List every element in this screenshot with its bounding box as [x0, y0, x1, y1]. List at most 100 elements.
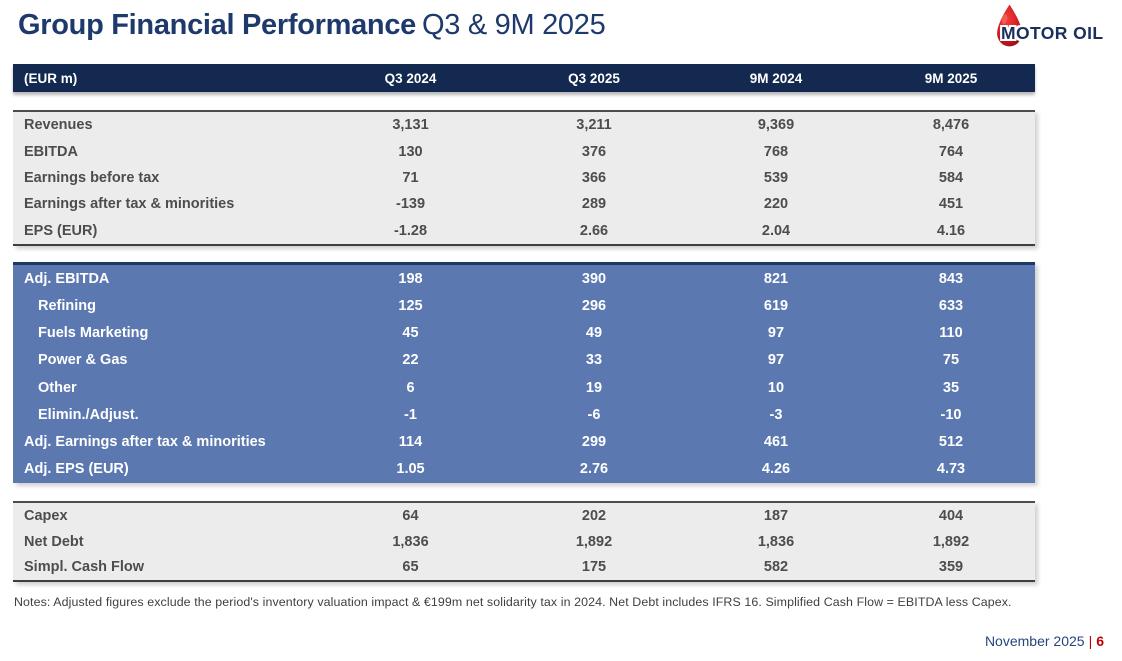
row-value: 22: [402, 352, 419, 369]
row-value: -3: [769, 406, 783, 423]
row-value: 764: [938, 143, 964, 160]
row-value: -10: [940, 406, 962, 423]
table-row-revenues: Revenues 3,131 3,211 9,369 8,476: [13, 112, 1035, 138]
page-title-period: Q3 & 9M 2025: [422, 9, 606, 41]
row-value: 49: [585, 325, 603, 342]
row-value: 2.66: [579, 222, 609, 239]
adjusted-figures-section: Adj. EBITDA 198 390 821 843 Refining 125…: [13, 262, 1035, 483]
row-value: -1: [404, 406, 417, 423]
row-value: 110: [939, 325, 963, 342]
row-value: 461: [763, 434, 789, 451]
row-value: 3,131: [392, 117, 429, 134]
row-value: 9,369: [757, 117, 795, 134]
row-label: Fuels Marketing: [38, 325, 149, 342]
row-label: Power & Gas: [38, 352, 128, 369]
column-header-9m-2025: 9M 2025: [924, 70, 978, 86]
table-row-earnings-after-tax: Earnings after tax & minorities -139 289…: [13, 191, 1035, 217]
row-value: 404: [938, 507, 964, 524]
table-row-power-gas: Power & Gas 22 33 97 75: [13, 347, 1035, 374]
footnotes: Notes: Adjusted figures exclude the peri…: [14, 595, 1012, 609]
table-row-other: Other 6 19 10 35: [13, 374, 1035, 401]
row-value: 97: [767, 352, 785, 369]
table-header-unit: (EUR m): [24, 70, 78, 86]
row-value: 1,892: [575, 533, 613, 550]
row-value: 2.04: [761, 222, 791, 239]
table-row-ebitda: EBITDA 130 376 768 764: [13, 138, 1035, 164]
table-header-row: (EUR m) Q3 2024 Q3 2025 9M 2024 9M 2025: [13, 64, 1035, 92]
row-value: 582: [763, 559, 789, 576]
row-value: 299: [581, 434, 607, 451]
row-value: 366: [581, 170, 607, 187]
row-value: 198: [398, 270, 423, 287]
row-value: 175: [581, 559, 607, 576]
column-header-q3-2024: Q3 2024: [384, 70, 437, 86]
table-row-simpl-cash-flow: Simpl. Cash Flow 65 175 582 359: [13, 554, 1035, 580]
row-value: 539: [763, 170, 789, 187]
logo-wordmark: MOTOR OIL: [1001, 23, 1104, 43]
row-value: 125: [398, 297, 423, 314]
row-value: 376: [581, 143, 607, 160]
row-value: 512: [938, 434, 964, 451]
row-label: EPS (EUR): [24, 222, 98, 239]
table-row-adj-earnings-after-tax: Adj. Earnings after tax & minorities 114…: [13, 429, 1035, 456]
row-label: Revenues: [24, 117, 93, 134]
row-value: 6: [406, 379, 415, 396]
row-label: Adj. EPS (EUR): [24, 461, 129, 478]
row-value: 97: [767, 325, 785, 342]
row-value: 114: [398, 434, 423, 451]
row-value: 10: [767, 379, 785, 396]
row-label: Earnings before tax: [24, 170, 160, 187]
row-value: 768: [763, 143, 789, 160]
oil-drop-icon: [997, 4, 1022, 47]
row-value: 2.76: [579, 461, 609, 478]
row-value: 843: [938, 270, 964, 287]
row-value: 451: [938, 196, 964, 213]
column-header-9m-2024: 9M 2024: [749, 70, 803, 86]
row-value: 4.16: [936, 222, 966, 239]
capex-debt-section: Capex 64 202 187 404 Net Debt 1,836 1,89…: [13, 501, 1035, 582]
row-value: 4.26: [761, 461, 791, 478]
row-value: 202: [581, 507, 607, 524]
row-value: 8,476: [932, 117, 970, 134]
row-value: 65: [402, 559, 419, 576]
row-value: 75: [942, 352, 960, 369]
row-value: 187: [763, 507, 789, 524]
row-value: 1,836: [757, 533, 795, 550]
table-row-earnings-before-tax: Earnings before tax 71 366 539 584: [13, 165, 1035, 191]
row-label: Other: [38, 379, 77, 396]
row-label: Adj. Earnings after tax & minorities: [24, 434, 266, 451]
row-label: Simpl. Cash Flow: [24, 559, 145, 576]
footer-separator: |: [1088, 633, 1093, 649]
row-value: -6: [587, 406, 601, 423]
row-label: Capex: [24, 507, 68, 524]
page-title-bold: Group Financial Performance: [18, 9, 416, 41]
row-value: 3,211: [576, 117, 612, 134]
table-row-adj-eps: Adj. EPS (EUR) 1.05 2.76 4.26 4.73: [13, 456, 1035, 483]
row-label: Adj. EBITDA: [24, 270, 110, 287]
row-value: 1,892: [932, 533, 970, 550]
table-row-adj-ebitda: Adj. EBITDA 198 390 821 843: [13, 265, 1035, 292]
row-value: 633: [938, 297, 964, 314]
row-label: EBITDA: [24, 143, 78, 160]
row-value: 64: [402, 507, 419, 524]
row-label: Refining: [38, 297, 96, 314]
row-value: 19: [585, 379, 603, 396]
row-value: 1.05: [396, 461, 425, 478]
motor-oil-logo: MOTOR OIL: [988, 2, 1114, 52]
row-value: -1.28: [393, 222, 428, 239]
row-value: 45: [402, 325, 419, 342]
row-value: 584: [938, 170, 964, 187]
row-value: 296: [581, 297, 607, 314]
row-value: 71: [402, 170, 419, 187]
table-row-refining: Refining 125 296 619 633: [13, 292, 1035, 319]
row-value: 130: [398, 143, 423, 160]
page-title: Group Financial Performance Q3 & 9M 2025: [18, 9, 606, 42]
column-header-q3-2025: Q3 2025: [568, 70, 620, 86]
table-row-eps: EPS (EUR) -1.28 2.66 2.04 4.16: [13, 218, 1035, 244]
row-value: 359: [938, 559, 964, 576]
row-label: Elimin./Adjust.: [38, 406, 139, 423]
row-label: Earnings after tax & minorities: [24, 196, 235, 213]
row-value: -139: [395, 196, 426, 213]
reported-figures-section: Revenues 3,131 3,211 9,369 8,476 EBITDA …: [13, 110, 1035, 246]
